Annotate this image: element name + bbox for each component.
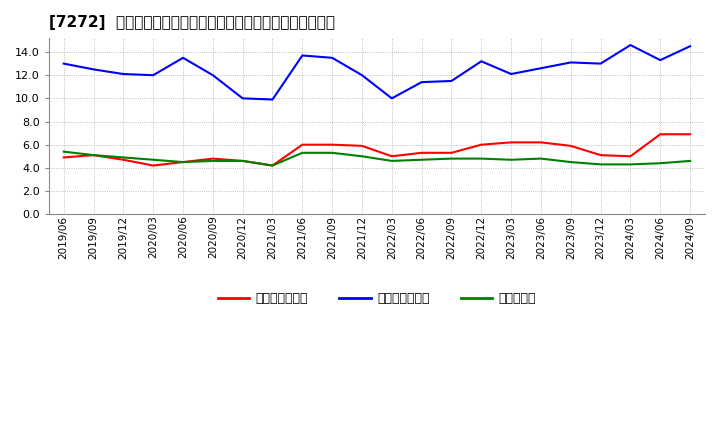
Legend: 売上債権回転率, 買入債務回転率, 在庫回転率: 売上債権回転率, 買入債務回転率, 在庫回転率 [213,287,541,310]
Text: [7272]  売上債権回転率、買入債務回転率、在庫回転率の推移: [7272] 売上債権回転率、買入債務回転率、在庫回転率の推移 [49,15,335,30]
